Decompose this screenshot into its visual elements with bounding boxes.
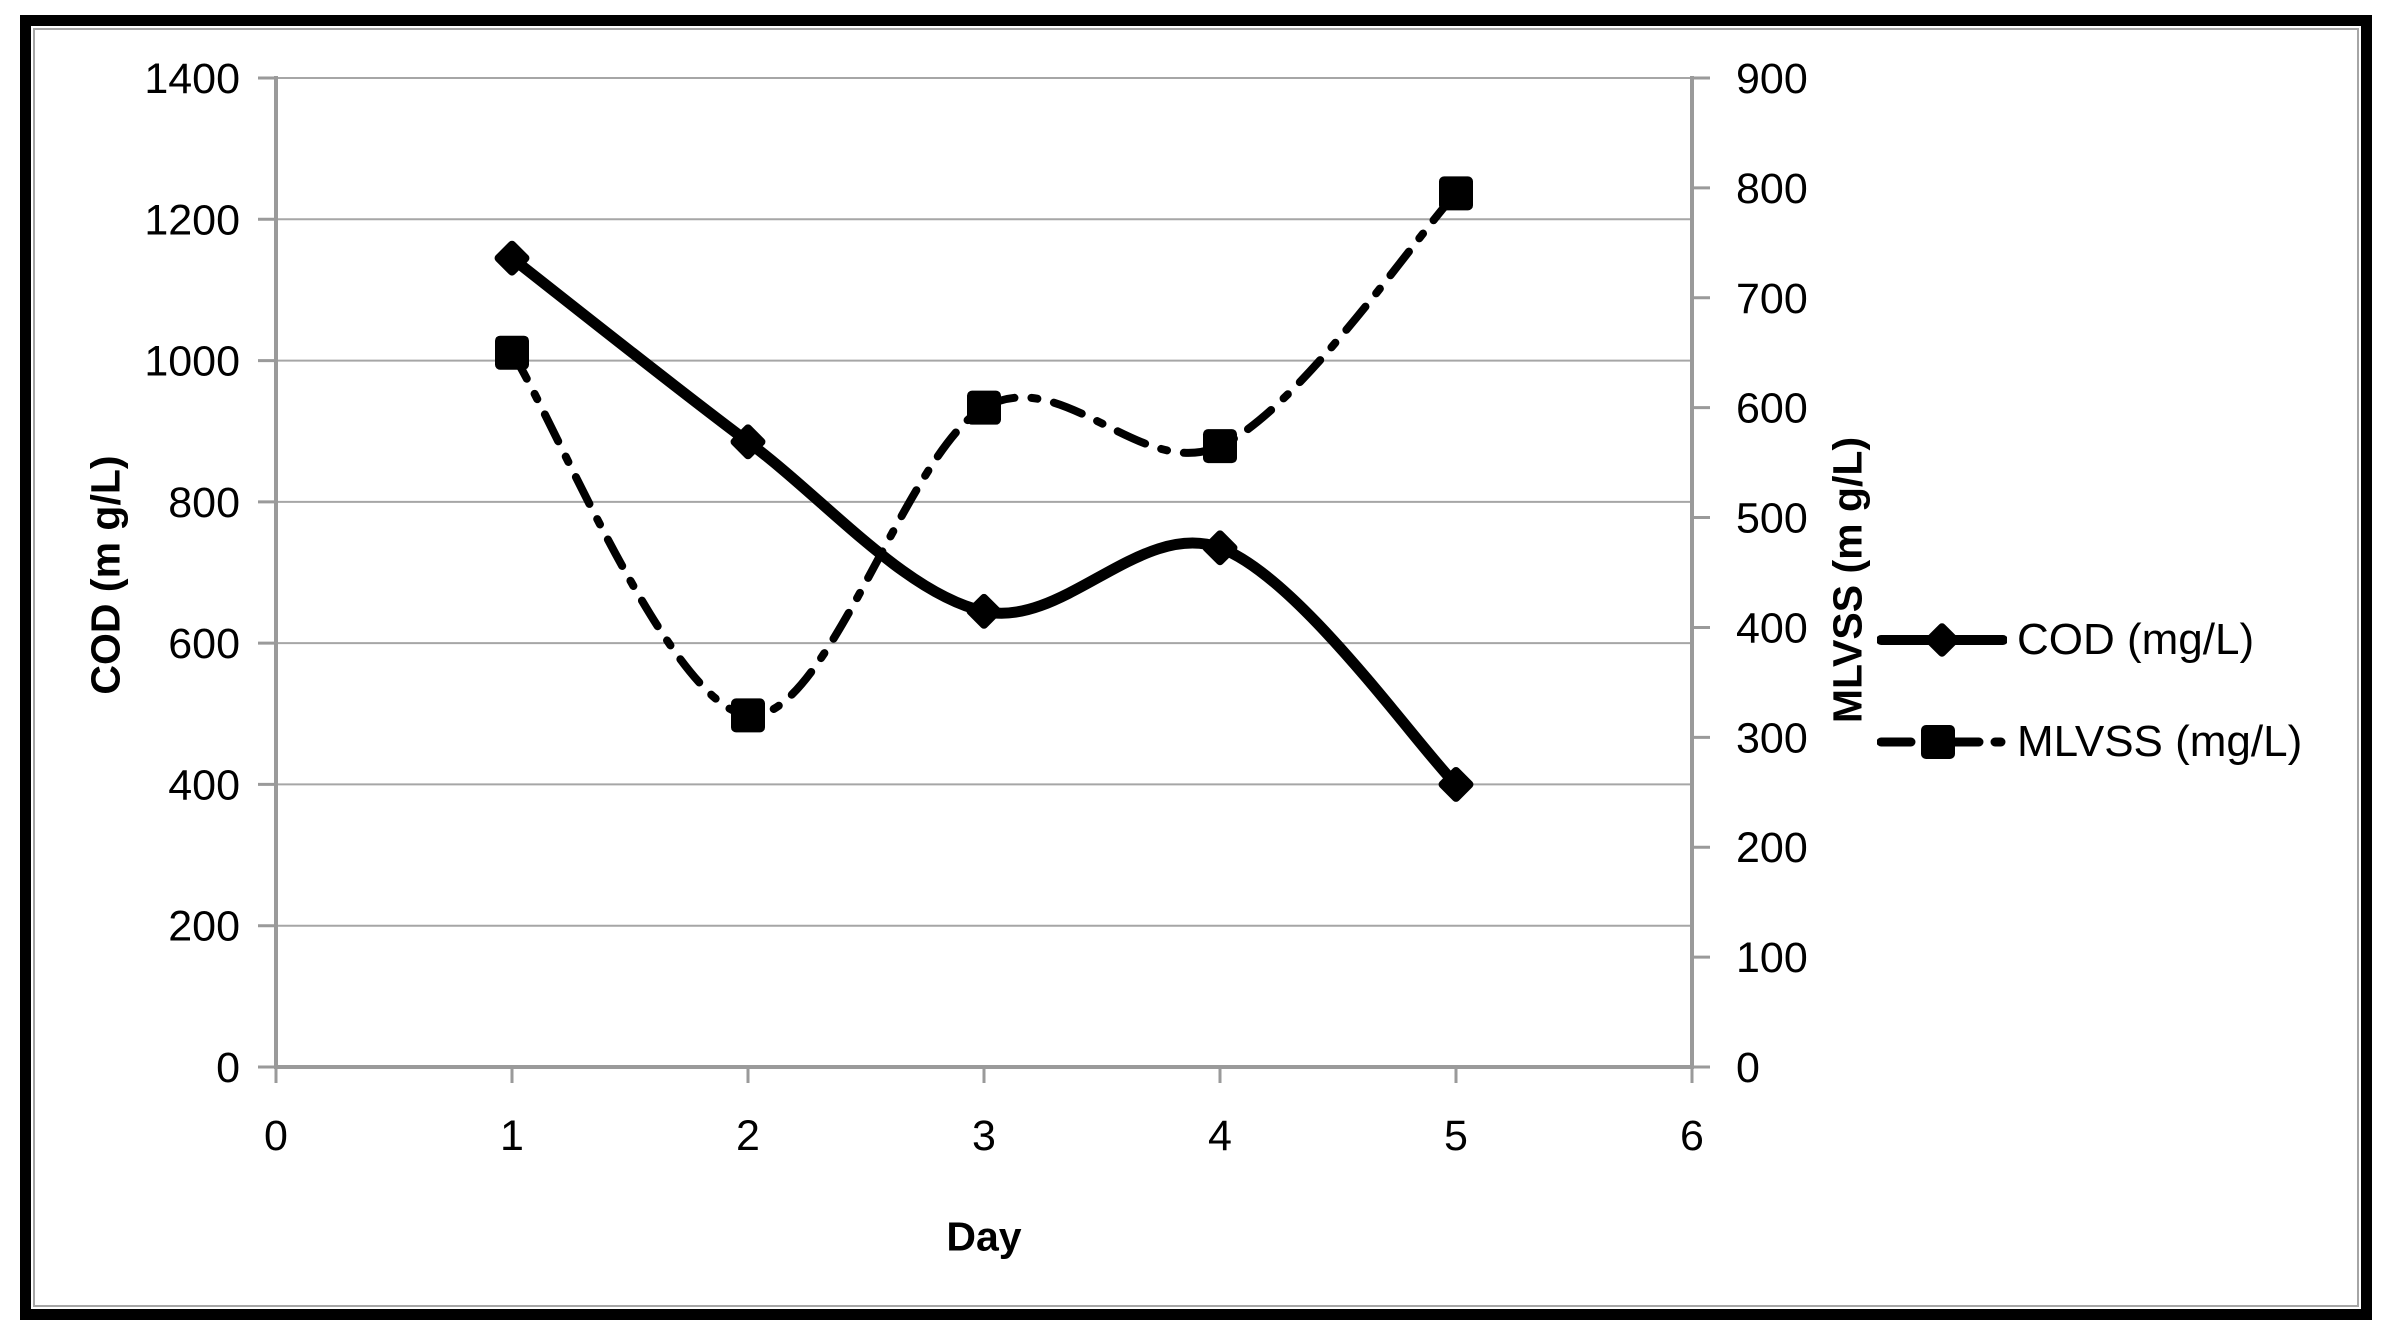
left-tick-label: 600 [168, 620, 240, 668]
chart-area-frame [33, 28, 2359, 1307]
left-tick-label: 400 [168, 761, 240, 809]
right-tick-label: 600 [1736, 385, 1808, 433]
data-point-diamond [1438, 766, 1474, 802]
right-tick-label: 0 [1736, 1044, 1760, 1092]
left-tick-label: 0 [216, 1044, 240, 1092]
data-point-square [967, 390, 1001, 425]
x-tick-label: 4 [1208, 1112, 1232, 1160]
data-point-diamond [494, 240, 530, 276]
data-point-square [1203, 429, 1237, 464]
right-tick-label: 400 [1736, 604, 1808, 652]
right-tick-label: 300 [1736, 714, 1808, 762]
x-tick-label: 6 [1680, 1112, 1704, 1160]
data-point-square [731, 698, 765, 733]
data-point-square [1439, 176, 1473, 211]
left-tick-label: 1400 [144, 55, 240, 103]
mlvss-series-swatch-icon [1877, 725, 2007, 759]
data-point-diamond [1202, 530, 1238, 566]
right-tick-label: 800 [1736, 165, 1808, 213]
right-tick-label: 900 [1736, 55, 1808, 103]
series-line-mlvss [508, 189, 1460, 720]
series-line-cod [506, 252, 1462, 790]
left-tick-label: 200 [168, 903, 240, 951]
x-axis-title: Day [946, 1213, 1022, 1260]
figure-border [20, 15, 2372, 1320]
x-tick-label: 0 [264, 1112, 288, 1160]
data-point-diamond [966, 593, 1002, 629]
left-y-axis-title: COD (m g/L) [82, 455, 129, 695]
right-tick-label: 100 [1736, 934, 1808, 982]
x-tick-label: 1 [500, 1112, 524, 1160]
legend-item-cod: COD (mg/L) [1877, 612, 2254, 668]
left-tick-label: 1200 [144, 196, 240, 244]
cod-series-swatch-icon [1877, 623, 2007, 657]
legend-label-mlvss: MLVSS (mg/L) [2017, 717, 2303, 766]
right-tick-label: 700 [1736, 275, 1808, 323]
x-tick-label: 3 [972, 1112, 996, 1160]
left-tick-label: 800 [168, 479, 240, 527]
x-tick-label: 2 [736, 1112, 760, 1160]
right-tick-label: 500 [1736, 495, 1808, 543]
legend-item-mlvss: MLVSS (mg/L) [1877, 714, 2302, 770]
left-tick-label: 1000 [144, 338, 240, 386]
right-tick-label: 200 [1736, 824, 1808, 872]
legend-label-cod: COD (mg/L) [2017, 615, 2255, 664]
right-y-axis-title: MLVSS (m g/L) [1824, 436, 1871, 724]
data-point-square [495, 335, 529, 370]
data-point-diamond [730, 424, 766, 460]
x-tick-label: 5 [1444, 1112, 1468, 1160]
